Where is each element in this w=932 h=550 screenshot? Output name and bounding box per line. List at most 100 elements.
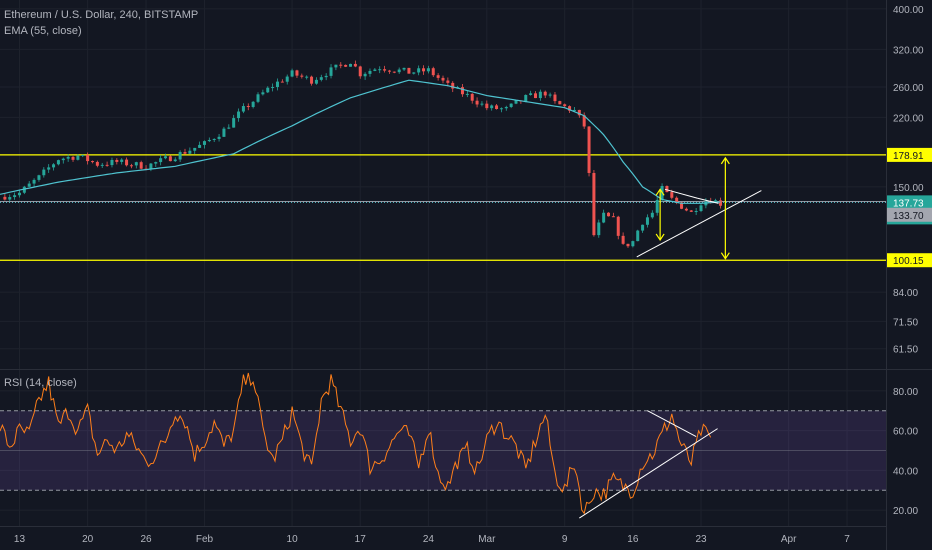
rsi-tick-label: 60.00: [893, 427, 918, 438]
rsi-legend[interactable]: RSI (14, close): [4, 377, 77, 389]
candle-body-143: [699, 205, 703, 212]
candle-body-60: [295, 70, 299, 76]
candle-body-45: [222, 128, 226, 137]
candle-body-94: [460, 87, 464, 95]
candle-body-39: [193, 147, 197, 151]
level-tag-bottom-bg: [887, 253, 932, 268]
candle-body-84: [412, 72, 416, 74]
candle-body-123: [602, 212, 606, 223]
candle-body-15: [76, 155, 80, 160]
candle-body-52: [256, 94, 260, 102]
candle-body-88: [431, 68, 435, 76]
candle-body-69: [339, 64, 343, 66]
price-triangle-lower: [636, 190, 762, 258]
candle-body-116: [568, 106, 572, 111]
candle-body-97: [475, 100, 479, 105]
candle-body-71: [349, 63, 353, 67]
candle-body-3: [17, 192, 21, 196]
candle-body-110: [538, 91, 542, 99]
candle-body-41: [202, 141, 206, 145]
rsi-axis[interactable]: 80.00 60.00 40.00 20.00: [893, 387, 918, 517]
candle-body-107: [524, 94, 528, 102]
price-tick-label: 71.50: [893, 317, 918, 328]
candle-body-23: [115, 159, 119, 162]
price-tick-label: 220.00: [893, 113, 924, 124]
grid-lines: [0, 0, 886, 526]
candle-body-40: [198, 144, 202, 148]
candle-body-115: [563, 104, 567, 107]
candle-body-50: [246, 106, 250, 108]
candle-body-57: [280, 81, 284, 83]
candle-body-17: [86, 154, 90, 162]
candle-body-19: [95, 161, 99, 166]
candle-body-61: [300, 75, 304, 77]
measure-arrow-head-bottom-1: [720, 252, 730, 260]
candle-body-26: [129, 165, 133, 167]
candle-body-48: [237, 111, 241, 119]
candle-body-46: [227, 127, 231, 129]
symbol-title[interactable]: Ethereum / U.S. Dollar, 240, BITSTAMP: [4, 9, 199, 21]
candle-body-22: [110, 159, 114, 166]
candle-body-113: [553, 94, 557, 102]
time-tick-label: Apr: [781, 534, 797, 545]
time-axis[interactable]: 13 20 26 Feb 10 17 24 Mar 9 16 23 Apr 7: [14, 534, 850, 545]
candle-body-86: [422, 68, 426, 72]
candle-body-35: [173, 159, 177, 162]
candle-body-120: [587, 126, 591, 173]
candle-body-132: [645, 217, 649, 225]
candle-body-104: [509, 103, 513, 107]
time-tick-label: 20: [82, 534, 94, 545]
last-price-tag-bg: [887, 195, 932, 210]
level-tag-bottom: 100.15: [893, 256, 924, 267]
candle-body-127: [621, 235, 625, 244]
rsi-triangle-upper: [647, 410, 697, 438]
candle-body-66: [324, 75, 328, 78]
time-tick-label: 17: [355, 534, 367, 545]
candle-body-64: [314, 79, 318, 84]
candle-body-91: [446, 80, 450, 83]
candle-body-27: [134, 162, 138, 166]
candle-body-92: [451, 82, 455, 89]
candle-body-31: [154, 162, 158, 164]
last-price-tag: 137.73: [893, 198, 924, 209]
candle-body-11: [56, 160, 60, 165]
measure-arrow-head-top-1: [720, 156, 730, 165]
candle-body-32: [159, 158, 163, 163]
candle-body-59: [290, 70, 294, 77]
price-candles: [3, 60, 722, 248]
candle-body-125: [611, 216, 615, 218]
candle-body-33: [164, 156, 168, 159]
candle-body-51: [251, 101, 255, 107]
candle-body-18: [90, 161, 94, 163]
candle-body-134: [655, 199, 659, 213]
candle-body-96: [470, 93, 474, 101]
price-axis[interactable]: 400.00 320.00 260.00 220.00 150.00 84.00 71.50…: [893, 5, 924, 356]
candle-body-112: [548, 94, 552, 96]
candle-body-25: [125, 159, 129, 166]
candle-body-1: [8, 197, 12, 200]
level-tag-top-bg: [887, 147, 932, 162]
rsi-tick-label: 20.00: [893, 506, 918, 517]
price-tick-label: 260.00: [893, 83, 924, 94]
candle-body-70: [344, 64, 348, 67]
candle-body-89: [436, 75, 440, 78]
candle-body-138: [675, 197, 679, 203]
candle-body-139: [680, 202, 684, 209]
candle-body-121: [592, 172, 596, 236]
candle-body-80: [392, 71, 396, 73]
price-triangle-upper: [664, 188, 698, 199]
candle-body-28: [139, 162, 143, 169]
candle-body-4: [22, 186, 26, 193]
candle-body-38: [188, 150, 192, 154]
candle-body-42: [207, 139, 211, 142]
candle-body-73: [358, 66, 362, 77]
candle-body-74: [363, 73, 367, 77]
candle-body-103: [504, 106, 508, 109]
candle-body-119: [582, 115, 586, 127]
time-tick-label: 16: [627, 534, 639, 545]
rsi-band: [0, 410, 886, 491]
ema-legend[interactable]: EMA (55, close): [4, 25, 82, 37]
candle-body-53: [261, 92, 265, 95]
